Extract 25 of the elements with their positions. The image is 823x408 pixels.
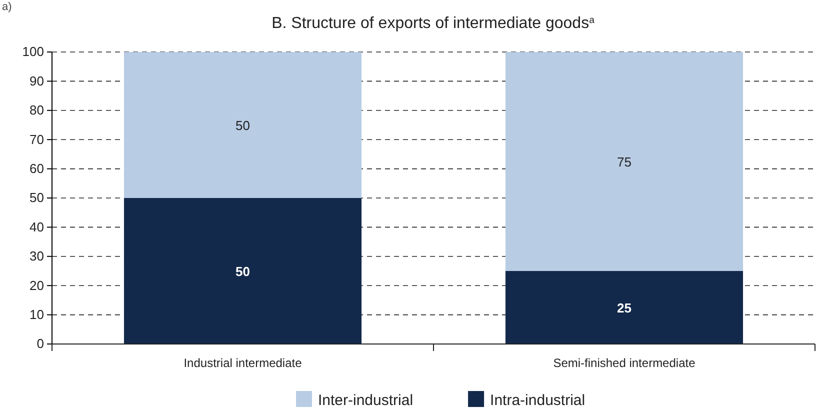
data-label: 50 xyxy=(236,264,250,279)
y-tick-label: 30 xyxy=(30,248,44,264)
y-tick-label: 60 xyxy=(30,160,44,176)
chart-title: B. Structure of exports of intermediate goods$^{a}$ xyxy=(272,14,596,32)
bar xyxy=(124,52,362,198)
bar xyxy=(505,52,744,271)
text: a) xyxy=(2,1,12,13)
y-tick-label: 100 xyxy=(22,44,44,60)
y-tick-label: 10 xyxy=(30,306,44,322)
y-tick-label: 90 xyxy=(30,73,44,88)
data-label: 75 xyxy=(617,154,632,170)
bar xyxy=(124,198,362,344)
bar xyxy=(505,271,744,344)
y-tick-label: 70 xyxy=(30,132,44,147)
data-label: 25 xyxy=(617,300,632,316)
legend-label: Intra-industrial xyxy=(490,392,586,408)
x-tick-label: Semi-finished intermediate xyxy=(553,356,696,370)
legend-label: Inter-industrial xyxy=(318,392,414,408)
y-tick-label: 80 xyxy=(30,102,44,118)
y-tick-label: 40 xyxy=(30,219,44,234)
y-tick-label: 20 xyxy=(30,278,44,293)
x-tick-label: Industrial intermediate xyxy=(184,356,302,370)
y-tick-label: 50 xyxy=(30,190,44,206)
data-label: 50 xyxy=(236,118,250,133)
y-tick-label: 0 xyxy=(36,336,44,352)
